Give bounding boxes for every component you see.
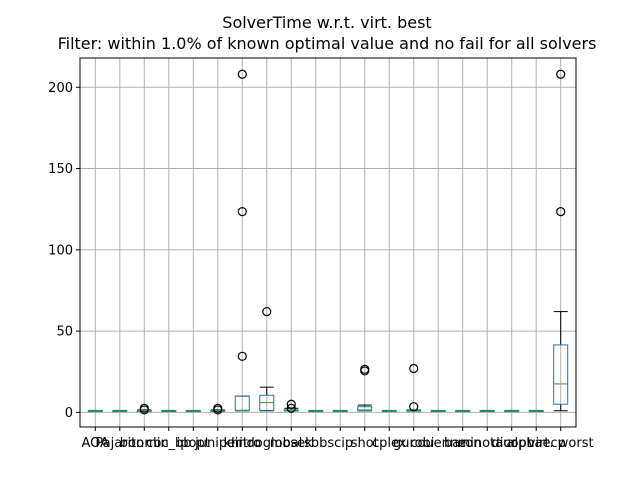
- y-tick-label: 50: [56, 325, 73, 340]
- outlier-point: [360, 364, 370, 374]
- x-tick-label: Pajarito: [95, 436, 144, 451]
- box-group: [87, 409, 103, 413]
- box-group: [283, 399, 299, 413]
- box-group: [553, 69, 569, 412]
- box: [357, 406, 373, 412]
- x-tick-label: baron: [444, 436, 481, 451]
- grid: [80, 58, 576, 427]
- x-axis: AOAPajaritobonmincbc_bbipoptjuniperknitr…: [82, 427, 594, 451]
- x-tick-label: ipopt: [177, 436, 210, 451]
- boxes: [87, 69, 569, 415]
- outlier-point: [286, 403, 296, 413]
- box-group: [504, 409, 520, 413]
- x-tick-label: gurobi: [393, 436, 434, 451]
- x-tick-label: shot: [351, 436, 379, 451]
- box-group: [528, 409, 544, 413]
- box-group: [406, 363, 422, 412]
- outlier-point: [213, 403, 223, 413]
- x-tick-label: virt. worst: [528, 436, 594, 451]
- box-group: [234, 69, 250, 412]
- box: [553, 344, 569, 405]
- outlier-point: [139, 403, 149, 413]
- box-group: [112, 409, 128, 413]
- x-tick-label: knitro: [224, 436, 262, 451]
- box-group: [357, 364, 373, 412]
- y-tick-label: 200: [48, 81, 73, 96]
- outlier-point: [556, 69, 566, 79]
- box-group: [455, 409, 471, 413]
- x-tick-label: mosek: [270, 436, 313, 451]
- box-group: [308, 409, 324, 413]
- chart-subtitle: Filter: within 1.0% of known optimal val…: [58, 34, 597, 53]
- x-tick-label: AOA: [82, 436, 110, 451]
- x-tick-label: bonmin: [120, 436, 169, 451]
- outlier-point: [409, 363, 419, 374]
- x-tick-label: cbc_bb: [146, 436, 192, 451]
- x-tick-label: minotaur: [458, 436, 518, 451]
- x-tick-label: scip: [327, 436, 353, 451]
- y-tick-label: 100: [48, 243, 73, 258]
- y-tick-label: 150: [48, 162, 73, 177]
- box-group: [479, 409, 495, 413]
- box-group: [185, 409, 201, 413]
- outlier-point: [237, 207, 247, 217]
- outlier-point: [262, 306, 272, 317]
- x-tick-label: alphaecp: [506, 436, 565, 451]
- x-tick-label: cplex: [372, 436, 407, 451]
- x-tick-label: dicopt: [492, 436, 532, 451]
- y-tick-label: 0: [65, 406, 73, 421]
- x-tick-label: juniper: [194, 436, 241, 451]
- chart-title: SolverTime w.r.t. virt. best: [222, 13, 431, 32]
- box-group: [381, 409, 397, 413]
- box-group: [332, 409, 348, 413]
- box-group: [210, 403, 226, 415]
- plot-frame: [79, 57, 577, 428]
- y-axis: 0 50 100 150 200: [48, 81, 80, 421]
- x-tick-label: sbb: [304, 436, 327, 451]
- box-group: [161, 409, 177, 413]
- box-group: [136, 403, 152, 415]
- outlier-point: [409, 402, 419, 412]
- x-tick-label: lindoglobal: [231, 436, 302, 451]
- outlier-point: [237, 351, 247, 361]
- box-group: [430, 409, 446, 413]
- outlier-point: [556, 207, 566, 217]
- box-group: [259, 306, 275, 412]
- outlier-point: [237, 69, 247, 79]
- outlier-point: [286, 399, 296, 409]
- x-tick-label: couenne: [410, 436, 466, 451]
